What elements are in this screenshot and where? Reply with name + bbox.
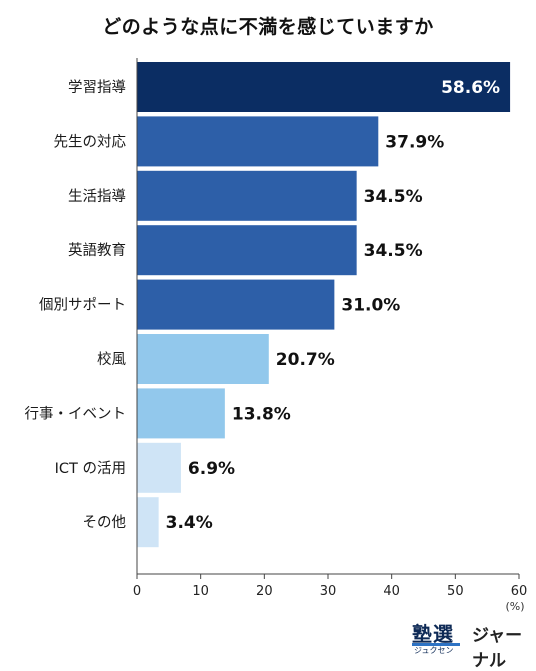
bar-4 bbox=[137, 225, 357, 276]
logo-ruby-text: ジュクセン bbox=[414, 646, 454, 655]
value-label: 31.0% bbox=[341, 296, 400, 316]
category-label: 学習指導 bbox=[68, 79, 126, 96]
logo-main-text: 塾選 bbox=[412, 622, 454, 646]
x-tick-label: 30 bbox=[320, 584, 337, 599]
x-axis-unit: (%) bbox=[505, 600, 524, 613]
value-label: 13.8% bbox=[232, 404, 291, 424]
x-tick-label: 0 bbox=[133, 584, 141, 599]
bar-8 bbox=[137, 442, 181, 493]
x-tick-label: 60 bbox=[511, 584, 528, 599]
bars-group bbox=[137, 62, 511, 548]
category-label: 校風 bbox=[97, 351, 126, 368]
bar-2 bbox=[137, 116, 379, 167]
x-tick-label: 40 bbox=[383, 584, 400, 599]
category-label: 英語教育 bbox=[68, 241, 126, 259]
bar-1 bbox=[137, 62, 511, 112]
x-tick-label: 10 bbox=[192, 584, 209, 599]
value-label: 6.9% bbox=[188, 459, 235, 479]
x-axis-ticks: 0 10 20 30 40 50 60 bbox=[133, 574, 527, 599]
bar-7 bbox=[137, 388, 225, 439]
category-label: 生活指導 bbox=[68, 188, 126, 205]
logo-sub-text: ジャーナル bbox=[472, 626, 523, 671]
bar-5 bbox=[137, 279, 335, 330]
value-label: 34.5% bbox=[364, 241, 423, 261]
chart-title: どのような点に不満を感じていますか bbox=[102, 16, 434, 38]
brand-logo: 塾選 ジャーナル ジュクセン bbox=[412, 618, 532, 671]
value-label: 34.5% bbox=[364, 187, 423, 207]
category-label: その他 bbox=[83, 514, 127, 531]
value-label: 58.6% bbox=[441, 78, 500, 98]
x-tick-label: 50 bbox=[447, 584, 464, 599]
value-labels: 58.6% 37.9% 34.5% 34.5% 31.0% 20.7% 13.8% 6.9% 3… bbox=[166, 78, 500, 533]
logo-underline bbox=[412, 643, 460, 646]
value-label: 37.9% bbox=[385, 132, 444, 152]
bar-9 bbox=[137, 497, 159, 548]
bar-3 bbox=[137, 170, 357, 221]
value-label: 20.7% bbox=[276, 350, 335, 370]
bar-6 bbox=[137, 334, 269, 384]
category-label: 行事・イベント bbox=[25, 405, 127, 422]
category-label: ICT の活用 bbox=[55, 460, 126, 477]
x-tick-label: 20 bbox=[256, 584, 273, 599]
value-label: 3.4% bbox=[166, 513, 213, 533]
category-label: 先生の対応 bbox=[54, 133, 127, 150]
category-label: 個別サポート bbox=[39, 297, 126, 314]
